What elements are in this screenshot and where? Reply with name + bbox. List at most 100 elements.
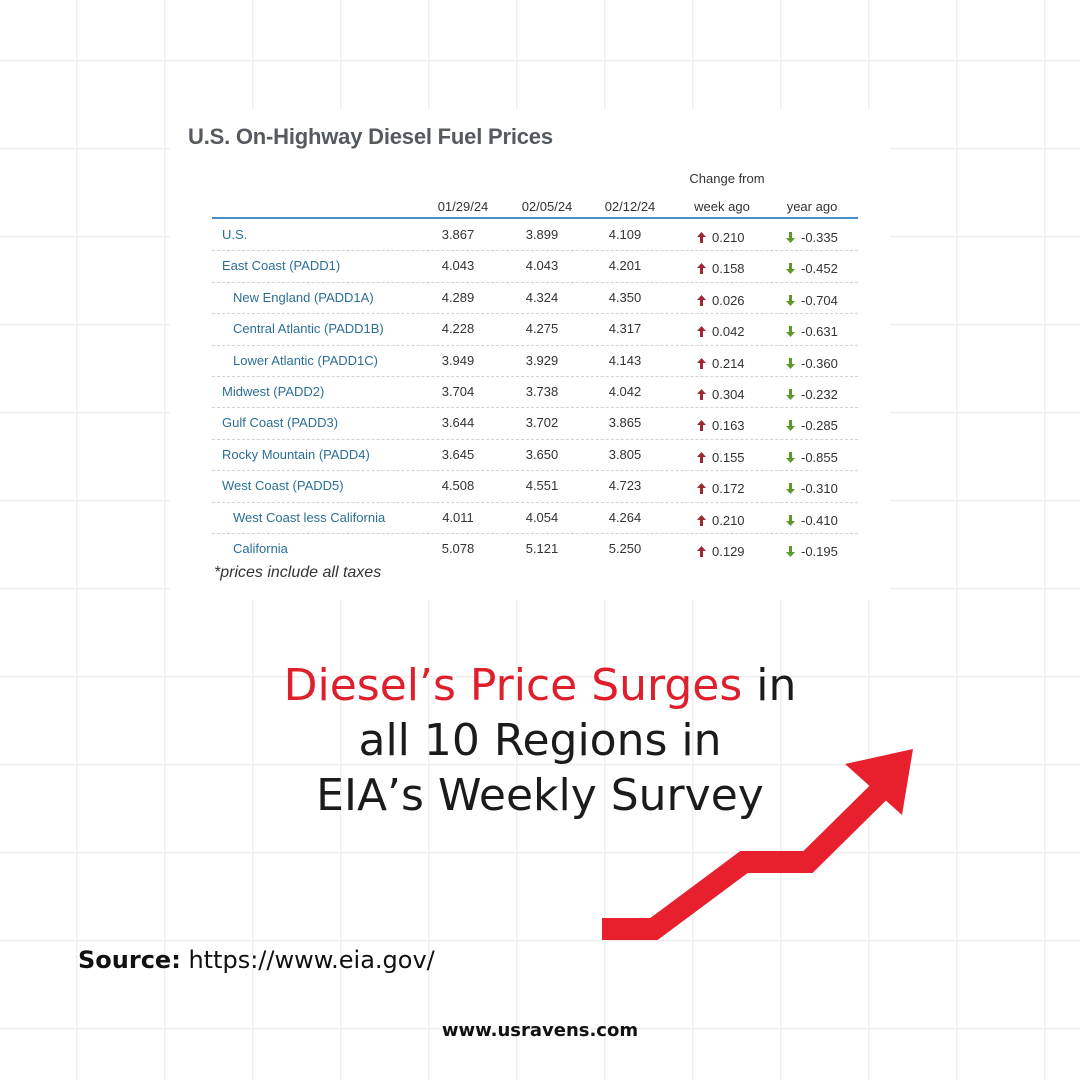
down-arrow-icon <box>786 483 795 495</box>
year-change-cell: -0.232 <box>786 387 838 402</box>
price-cell: 4.275 <box>525 321 559 337</box>
week-change-value: 0.155 <box>712 449 745 465</box>
website-footer[interactable]: www.usravens.com <box>441 1020 639 1041</box>
year-change-cell: -0.285 <box>786 418 838 433</box>
table-row: Midwest (PADD2) 3.704 3.738 4.042 0.304 -0.23… <box>212 377 858 409</box>
region-name[interactable]: Gulf Coast (PADD3) <box>222 415 339 431</box>
price-cell: 4.143 <box>608 352 642 368</box>
table-body: U.S. 3.867 3.899 4.109 0.210 -0.335 East Coast… <box>212 220 858 565</box>
year-change-value: -0.310 <box>801 481 838 497</box>
week-change-cell: 0.129 <box>697 544 745 559</box>
table-row: Rocky Mountain (PADD4) 3.645 3.650 3.805 0.1… <box>212 440 858 472</box>
region-name[interactable]: California <box>233 540 288 556</box>
price-cell: 3.644 <box>441 415 475 431</box>
week-change-value: 0.210 <box>712 512 745 528</box>
down-arrow-icon <box>786 451 795 463</box>
week-change-value: 0.210 <box>712 230 745 245</box>
headline-line2: all 10 Regions in <box>358 715 722 766</box>
down-arrow-icon <box>786 357 795 369</box>
week-change-cell: 0.042 <box>697 324 745 339</box>
table-row: U.S. 3.867 3.899 4.109 0.210 -0.335 <box>212 220 858 252</box>
week-change-cell: 0.210 <box>697 513 745 528</box>
source-label: Source: <box>78 946 181 974</box>
year-change-cell: -0.452 <box>786 261 838 276</box>
price-cell: 4.054 <box>525 509 559 525</box>
price-cell: 4.317 <box>608 321 642 337</box>
week-change-cell: 0.214 <box>697 356 745 371</box>
year-change-value: -0.360 <box>801 355 838 371</box>
year-change-value: -0.704 <box>801 292 838 308</box>
price-cell: 5.250 <box>608 540 642 556</box>
price-cell: 5.078 <box>441 540 475 556</box>
region-name[interactable]: West Coast less California <box>233 509 386 525</box>
price-cell: 3.704 <box>441 383 475 399</box>
year-change-cell: -0.310 <box>786 481 838 496</box>
year-change-cell: -0.631 <box>786 324 838 339</box>
year-change-value: -0.232 <box>801 386 838 402</box>
price-cell: 3.865 <box>608 415 642 431</box>
up-arrow-icon <box>697 483 706 495</box>
down-arrow-icon <box>786 420 795 432</box>
region-name[interactable]: East Coast (PADD1) <box>222 258 341 274</box>
region-name[interactable]: Central Atlantic (PADD1B) <box>233 321 384 337</box>
down-arrow-icon <box>786 388 795 400</box>
price-cell: 4.201 <box>608 258 642 274</box>
price-cell: 5.121 <box>525 540 559 556</box>
footnote: *prices include all taxes <box>214 564 382 581</box>
price-cell: 4.723 <box>608 478 642 494</box>
price-cell: 4.551 <box>525 478 559 494</box>
price-cell: 3.949 <box>441 352 475 368</box>
source-line: Source: https://www.eia.gov/ <box>78 946 435 974</box>
year-change-value: -0.631 <box>801 324 838 340</box>
region-name[interactable]: Lower Atlantic (PADD1C) <box>233 352 378 368</box>
up-arrow-icon <box>697 357 706 369</box>
week-change-value: 0.304 <box>712 386 745 402</box>
column-header-date-1: 01/29/24 <box>437 199 489 214</box>
diesel-price-table-card: U.S. On-Highway Diesel Fuel Prices Chang… <box>170 110 890 600</box>
table-row: Central Atlantic (PADD1B) 4.228 4.275 4.317… <box>212 314 858 346</box>
week-change-cell: 0.163 <box>697 418 745 433</box>
price-cell: 4.289 <box>441 289 475 305</box>
column-header-year-ago: year ago <box>786 199 838 214</box>
region-name[interactable]: Rocky Mountain (PADD4) <box>222 446 370 462</box>
price-cell: 3.650 <box>525 446 559 462</box>
up-arrow-icon <box>697 326 706 338</box>
region-name[interactable]: New England (PADD1A) <box>233 289 374 305</box>
down-arrow-icon <box>786 263 795 275</box>
price-cell: 4.011 <box>442 509 474 525</box>
year-change-cell: -0.704 <box>786 293 838 308</box>
region-name[interactable]: Midwest (PADD2) <box>222 383 325 399</box>
up-arrow-icon <box>697 294 706 306</box>
price-cell: 3.899 <box>525 227 559 242</box>
year-change-value: -0.410 <box>801 512 838 528</box>
column-header-date-2: 02/05/24 <box>521 199 573 214</box>
week-change-value: 0.158 <box>712 261 745 277</box>
year-change-cell: -0.855 <box>786 450 838 465</box>
region-name[interactable]: West Coast (PADD5) <box>222 478 344 494</box>
price-cell: 3.867 <box>441 227 475 242</box>
year-change-value: -0.195 <box>801 543 838 559</box>
up-arrow-icon <box>697 263 706 275</box>
down-arrow-icon <box>786 294 795 306</box>
price-cell: 4.350 <box>608 289 642 305</box>
down-arrow-icon <box>786 545 795 557</box>
week-change-value: 0.172 <box>712 481 745 497</box>
up-arrow-icon <box>697 232 706 243</box>
price-cell: 3.929 <box>525 352 559 368</box>
up-arrow-icon <box>697 420 706 432</box>
week-change-value: 0.042 <box>712 324 745 340</box>
week-change-cell: 0.304 <box>697 387 745 402</box>
price-cell: 3.645 <box>441 446 475 462</box>
table-title: U.S. On-Highway Diesel Fuel Prices <box>188 124 553 149</box>
week-change-cell: 0.026 <box>697 293 745 308</box>
up-arrow-icon <box>697 388 706 400</box>
week-change-value: 0.026 <box>712 292 745 308</box>
price-cell: 4.043 <box>441 258 475 274</box>
down-arrow-icon <box>786 514 795 526</box>
down-arrow-icon <box>786 326 795 338</box>
year-change-cell: -0.410 <box>786 513 838 528</box>
price-cell: 4.042 <box>608 383 642 399</box>
region-name[interactable]: U.S. <box>222 227 248 242</box>
source-url[interactable]: https://www.eia.gov/ <box>188 946 435 974</box>
